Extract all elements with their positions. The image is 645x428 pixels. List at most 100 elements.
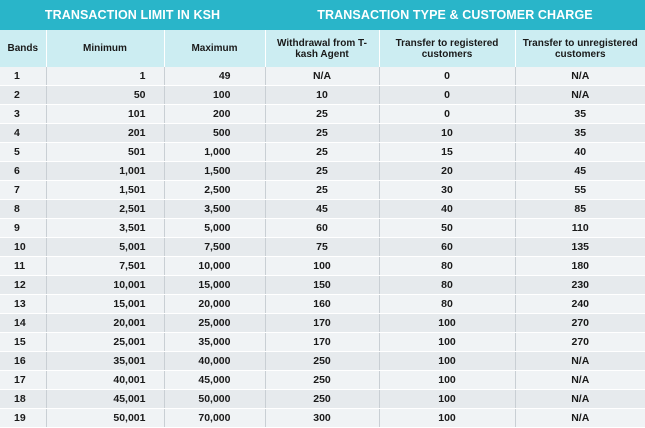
maximum-cell: 2,500: [164, 180, 266, 200]
group-header-bar: TRANSACTION LIMIT IN KSH TRANSACTION TYP…: [0, 0, 645, 30]
transfer-unregistered-cell: 55: [515, 180, 645, 200]
band-cell: 6: [0, 161, 47, 181]
band-cell: 19: [0, 408, 47, 428]
withdrawal-cell: 25: [265, 161, 380, 181]
maximum-cell: 5,000: [164, 218, 266, 238]
transfer-unregistered-cell: 270: [515, 332, 645, 352]
table-row: 16 35,001 40,000 250 100 N/A: [0, 351, 645, 371]
table-row: 14 20,001 25,000 170 100 270: [0, 313, 645, 333]
transfer-unregistered-cell: 35: [515, 123, 645, 143]
minimum-cell: 1,001: [46, 161, 165, 181]
withdrawal-cell: 75: [265, 237, 380, 257]
band-cell: 16: [0, 351, 47, 371]
maximum-cell: 50,000: [164, 389, 266, 409]
transfer-unregistered-cell: 240: [515, 294, 645, 314]
band-cell: 4: [0, 123, 47, 143]
minimum-cell: 40,001: [46, 370, 165, 390]
withdrawal-cell: 100: [265, 256, 380, 276]
minimum-cell: 1: [46, 67, 165, 86]
withdrawal-cell: 250: [265, 351, 380, 371]
maximum-cell: 20,000: [164, 294, 266, 314]
maximum-cell: 45,000: [164, 370, 266, 390]
withdrawal-cell: 25: [265, 104, 380, 124]
withdrawal-cell: N/A: [265, 67, 380, 86]
table-row: 6 1,001 1,500 25 20 45: [0, 161, 645, 181]
transfer-registered-cell: 0: [379, 67, 516, 86]
transaction-limit-header: TRANSACTION LIMIT IN KSH: [44, 8, 221, 22]
table-row: 5 501 1,000 25 15 40: [0, 142, 645, 162]
band-cell: 5: [0, 142, 47, 162]
band-cell: 12: [0, 275, 47, 295]
transfer-registered-cell: 80: [379, 275, 516, 295]
transfer-registered-cell: 100: [379, 389, 516, 409]
column-header-transfer-unregistered: Transfer to unregistered customers: [515, 30, 645, 67]
transfer-registered-cell: 100: [379, 332, 516, 352]
transfer-unregistered-cell: N/A: [515, 370, 645, 390]
band-cell: 13: [0, 294, 47, 314]
minimum-cell: 15,001: [46, 294, 165, 314]
transfer-unregistered-cell: 180: [515, 256, 645, 276]
band-cell: 7: [0, 180, 47, 200]
withdrawal-cell: 250: [265, 370, 380, 390]
minimum-cell: 101: [46, 104, 165, 124]
transfer-unregistered-cell: N/A: [515, 408, 645, 428]
transfer-registered-cell: 20: [379, 161, 516, 181]
column-header-bands: Bands: [0, 30, 47, 67]
column-header-withdrawal: Withdrawal from T-kash Agent: [265, 30, 380, 67]
transfer-registered-cell: 60: [379, 237, 516, 257]
minimum-cell: 7,501: [46, 256, 165, 276]
table-row: 3 101 200 25 0 35: [0, 104, 645, 124]
band-cell: 2: [0, 85, 47, 105]
transfer-registered-cell: 30: [379, 180, 516, 200]
withdrawal-cell: 60: [265, 218, 380, 238]
table-row: 2 50 100 10 0 N/A: [0, 85, 645, 105]
table-row: 9 3,501 5,000 60 50 110: [0, 218, 645, 238]
table-row: 10 5,001 7,500 75 60 135: [0, 237, 645, 257]
transfer-registered-cell: 80: [379, 294, 516, 314]
transaction-type-header: TRANSACTION TYPE & CUSTOMER CHARGE: [317, 8, 593, 22]
band-cell: 14: [0, 313, 47, 333]
transfer-unregistered-cell: 45: [515, 161, 645, 181]
band-cell: 15: [0, 332, 47, 352]
tariff-table: Bands Minimum Maximum Withdrawal from T-…: [0, 30, 645, 428]
transfer-registered-cell: 10: [379, 123, 516, 143]
band-cell: 18: [0, 389, 47, 409]
table-header: Bands Minimum Maximum Withdrawal from T-…: [0, 30, 645, 67]
transfer-unregistered-cell: 85: [515, 199, 645, 219]
maximum-cell: 1,000: [164, 142, 266, 162]
withdrawal-cell: 300: [265, 408, 380, 428]
column-header-transfer-registered: Transfer to registered customers: [379, 30, 516, 67]
band-cell: 17: [0, 370, 47, 390]
maximum-cell: 1,500: [164, 161, 266, 181]
maximum-cell: 49: [164, 67, 266, 86]
header-row: Bands Minimum Maximum Withdrawal from T-…: [0, 30, 645, 67]
minimum-cell: 50,001: [46, 408, 165, 428]
table-row: 7 1,501 2,500 25 30 55: [0, 180, 645, 200]
maximum-cell: 500: [164, 123, 266, 143]
transfer-unregistered-cell: N/A: [515, 389, 645, 409]
withdrawal-cell: 170: [265, 313, 380, 333]
transfer-unregistered-cell: 40: [515, 142, 645, 162]
table-row: 19 50,001 70,000 300 100 N/A: [0, 408, 645, 428]
minimum-cell: 10,001: [46, 275, 165, 295]
withdrawal-cell: 10: [265, 85, 380, 105]
table-row: 12 10,001 15,000 150 80 230: [0, 275, 645, 295]
transfer-unregistered-cell: 135: [515, 237, 645, 257]
minimum-cell: 25,001: [46, 332, 165, 352]
transfer-unregistered-cell: N/A: [515, 85, 645, 105]
transfer-registered-cell: 100: [379, 408, 516, 428]
transfer-unregistered-cell: 35: [515, 104, 645, 124]
transfer-registered-cell: 100: [379, 351, 516, 371]
withdrawal-cell: 160: [265, 294, 380, 314]
transfer-registered-cell: 50: [379, 218, 516, 238]
table-body: 1 1 49 N/A 0 N/A 2 50 100 10 0 N/A 3 101 200 25 0 35 4 201 5…: [0, 67, 645, 428]
table-row: 15 25,001 35,000 170 100 270: [0, 332, 645, 352]
transfer-unregistered-cell: 270: [515, 313, 645, 333]
transfer-unregistered-cell: 230: [515, 275, 645, 295]
minimum-cell: 50: [46, 85, 165, 105]
maximum-cell: 10,000: [164, 256, 266, 276]
transfer-registered-cell: 0: [379, 85, 516, 105]
band-cell: 11: [0, 256, 47, 276]
minimum-cell: 20,001: [46, 313, 165, 333]
